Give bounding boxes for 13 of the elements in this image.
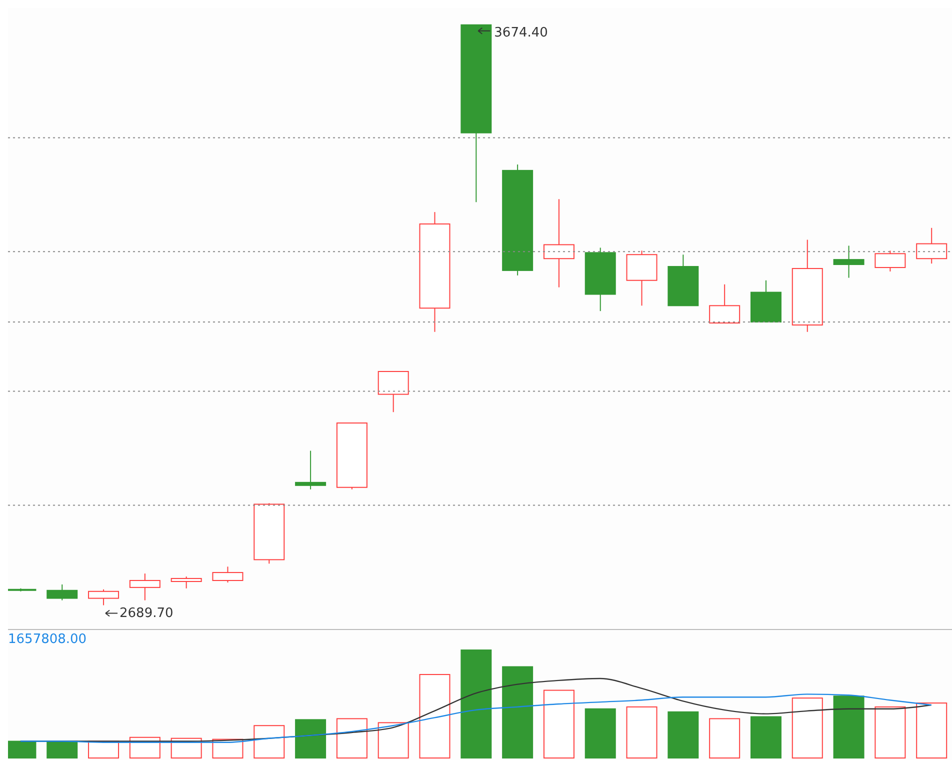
bar: [460, 650, 492, 758]
text: 1657808.00: [8, 632, 87, 647]
annotation: 2689.70: [120, 606, 174, 621]
bar: [833, 696, 864, 758]
candlestick: [833, 245, 864, 278]
bar: [584, 708, 616, 758]
bar: [668, 711, 699, 758]
annotation: 3674.40: [494, 25, 548, 40]
bar: [46, 740, 78, 758]
bar: [750, 716, 782, 758]
candlestick: [295, 450, 326, 490]
bar: [502, 666, 534, 758]
bar: [295, 719, 326, 758]
